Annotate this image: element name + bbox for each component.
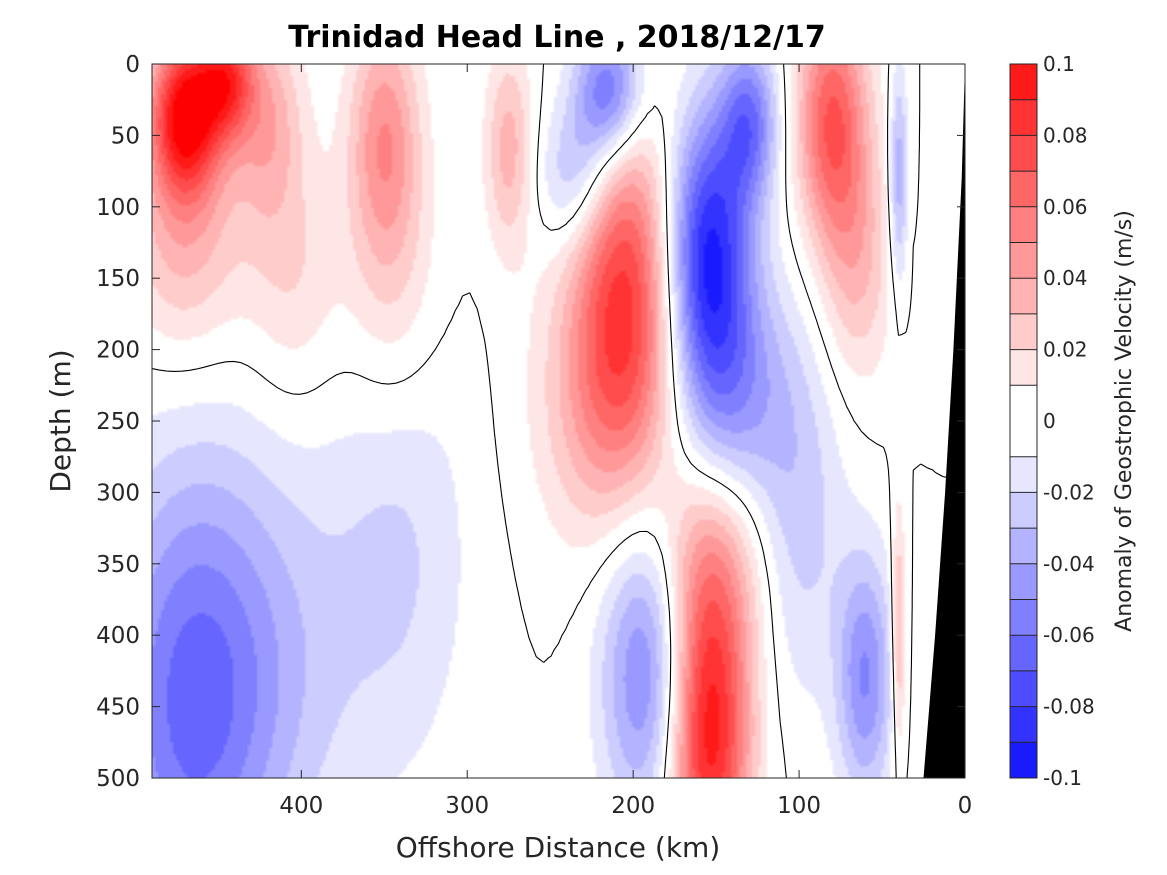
bathymetry — [923, 64, 965, 778]
y-tick-label: 450 — [96, 695, 140, 721]
colorbar-segment — [1010, 278, 1037, 314]
colorbar-segment — [1010, 670, 1037, 707]
colorbar-tick-label: 0.06 — [1043, 195, 1088, 219]
x-tick-label: 300 — [445, 793, 489, 819]
colorbar-segment — [1010, 456, 1037, 493]
colorbar-tick-label: 0.08 — [1043, 123, 1088, 147]
colorbar-tick-label: -0.04 — [1043, 552, 1095, 576]
colorbar-segment — [1010, 206, 1037, 243]
colorbar-segment — [1010, 528, 1037, 564]
y-tick-label: 350 — [96, 552, 140, 578]
colorbar-segment — [1010, 385, 1037, 457]
colorbar-segment — [1010, 99, 1037, 136]
colorbar-tick-label: -0.02 — [1043, 480, 1095, 504]
x-tick-label: 100 — [777, 793, 821, 819]
colorbar-segment — [1010, 242, 1037, 279]
y-tick-label: 150 — [96, 266, 140, 292]
colorbar-segment — [1010, 742, 1037, 778]
x-axis-label: Offshore Distance (km) — [396, 831, 721, 864]
colorbar: 0.1 0.08 0.06 0.04 0.02 0 -0.02 -0.04 -0.06 -0.08… — [1009, 52, 1095, 790]
y-tick-label: 500 — [96, 766, 140, 792]
colorbar-segment — [1010, 492, 1037, 529]
velocity-field — [152, 64, 965, 778]
y-tick-label: 200 — [96, 338, 140, 364]
colorbar-tick-label: 0.1 — [1043, 52, 1075, 76]
colorbar-segment — [1010, 635, 1037, 671]
colorbar-tick-label: 0.04 — [1043, 266, 1088, 290]
zero-contour — [151, 63, 966, 779]
colorbar-segment — [1010, 64, 1037, 100]
contour-plot-area — [151, 63, 966, 779]
x-tick-label: 400 — [279, 793, 323, 819]
colorbar-segment — [1010, 313, 1037, 350]
x-axis: 400 300 200 100 0 — [279, 64, 972, 819]
colorbar-tick-label: -0.1 — [1043, 766, 1082, 790]
y-tick-label: 100 — [96, 195, 140, 221]
colorbar-tick-label: -0.06 — [1043, 623, 1095, 647]
colorbar-tick-label: -0.08 — [1043, 695, 1095, 719]
colorbar-frame — [1009, 63, 1038, 779]
colorbar-segment — [1010, 135, 1037, 172]
y-tick-label: 300 — [96, 480, 140, 506]
chart-title: Trinidad Head Line , 2018/12/17 — [288, 20, 825, 55]
y-tick-label: 400 — [96, 623, 140, 649]
y-tick-label: 0 — [125, 52, 140, 78]
colorbar-segment — [1010, 171, 1037, 207]
y-axis-label: Depth (m) — [44, 349, 77, 492]
y-axis: 0 50 100 150 200 250 300 350 400 450 500 — [96, 52, 965, 792]
colorbar-label: Anomaly of Geostrophic Velocity (m/s) — [1112, 210, 1137, 632]
colorbar-segment — [1010, 349, 1037, 386]
colorbar-tick-label: 0 — [1043, 409, 1056, 433]
colorbar-segment — [1010, 599, 1037, 636]
colorbar-segment — [1010, 706, 1037, 743]
y-tick-label: 50 — [111, 123, 140, 149]
colorbar-segment — [1010, 563, 1037, 600]
zero-contour-lines — [151, 63, 966, 779]
x-tick-label: 200 — [611, 793, 655, 819]
colorbar-tick-label: 0.02 — [1043, 338, 1088, 362]
y-tick-label: 250 — [96, 409, 140, 435]
x-tick-label: 0 — [958, 793, 973, 819]
